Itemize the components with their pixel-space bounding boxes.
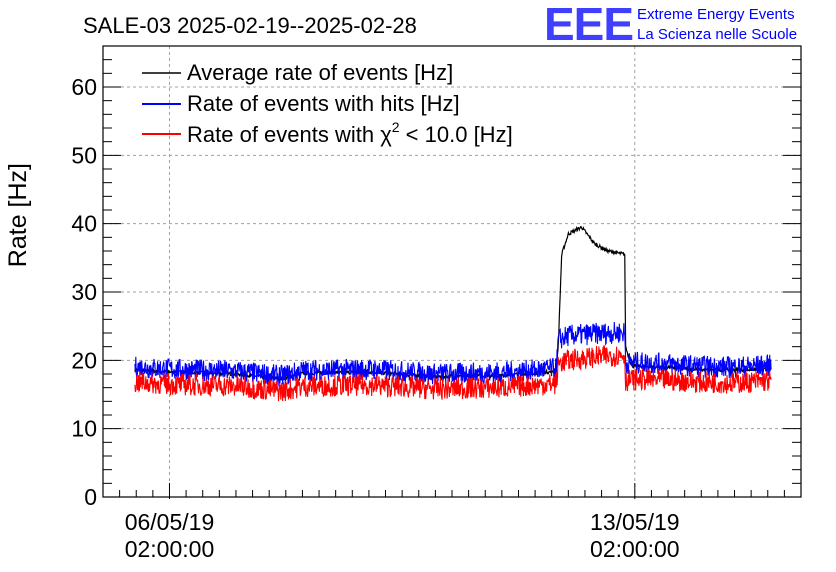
- series-layer: [134, 225, 772, 402]
- y-tick-label: 30: [71, 279, 97, 305]
- legend: Average rate of events [Hz] Rate of even…: [142, 60, 513, 147]
- y-tick-label: 60: [71, 74, 97, 100]
- series-line-1: [134, 225, 772, 383]
- y-tick-label: 0: [84, 484, 97, 510]
- y-axis-label: Rate [Hz]: [4, 163, 32, 267]
- grid: [103, 46, 801, 497]
- y-tick-label: 50: [71, 142, 97, 168]
- y-tick-label: 20: [71, 347, 97, 373]
- x-tick-time: 02:00:00: [590, 536, 680, 562]
- legend-label-average: Average rate of events [Hz]: [187, 60, 453, 85]
- eee-logo: EEE Extreme Energy Events La Scienza nel…: [544, 0, 797, 50]
- eee-logo-mark: EEE: [544, 0, 633, 50]
- series-line-3: [134, 345, 772, 402]
- legend-label-chi2: Rate of events with χ2 < 10.0 [Hz]: [187, 119, 513, 147]
- legend-label-hits: Rate of events with hits [Hz]: [187, 91, 460, 116]
- x-tick-date: 06/05/19: [125, 509, 215, 535]
- y-tick-label: 40: [71, 211, 97, 237]
- logo-line-1: Extreme Energy Events: [637, 6, 795, 23]
- x-tick-date: 13/05/19: [590, 509, 680, 535]
- series-line-2: [134, 322, 772, 387]
- logo-line-2: La Scienza nelle Scuole: [637, 26, 797, 43]
- axis-ticks: 010203040506006/05/1902:00:0013/05/1902:…: [71, 45, 802, 562]
- y-tick-label: 10: [71, 416, 97, 442]
- chart-title: SALE-03 2025-02-19--2025-02-28: [83, 13, 417, 38]
- x-tick-time: 02:00:00: [125, 536, 215, 562]
